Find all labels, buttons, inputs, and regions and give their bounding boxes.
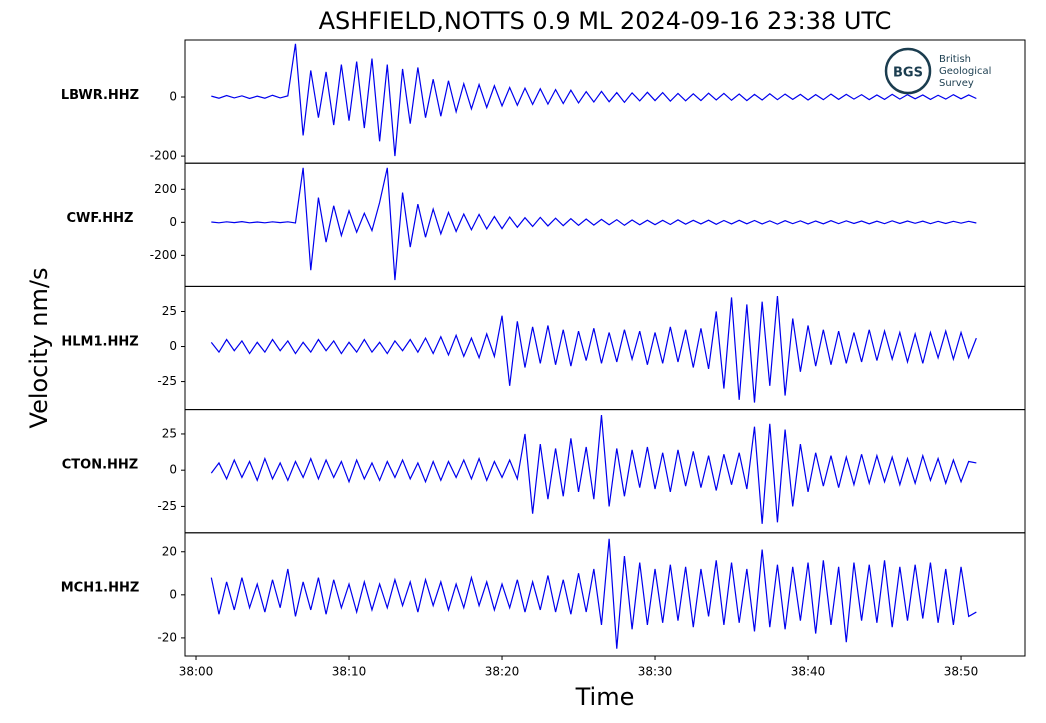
logo-text: Geological: [939, 66, 991, 77]
panel-frame: [184, 409, 1026, 534]
station-label: MCH1.HHZ: [61, 581, 140, 596]
x-tick-label: 38:20: [485, 665, 520, 679]
y-tick-label: 25: [162, 426, 177, 440]
y-tick-label: 20: [162, 544, 177, 558]
x-axis-label: Time: [575, 683, 635, 711]
x-tick-label: 38:00: [179, 665, 214, 679]
waveform: [211, 43, 977, 157]
y-tick-label: 25: [162, 304, 177, 318]
x-tick-label: 38:50: [944, 665, 979, 679]
panel-frame: [184, 532, 1026, 657]
chart-title: ASHFIELD,NOTTS 0.9 ML 2024-09-16 23:38 U…: [319, 7, 892, 35]
station-label: LBWR.HHZ: [61, 88, 139, 103]
y-tick-label: -20: [157, 630, 177, 644]
y-tick-label: -25: [157, 374, 177, 388]
logo-ring: [884, 47, 932, 95]
logo-abbr: BGS: [893, 66, 923, 81]
y-tick-label: 0: [169, 587, 177, 601]
y-tick-label: -200: [150, 248, 177, 262]
x-tick-label: 38:40: [791, 665, 826, 679]
waveform: [210, 415, 977, 524]
y-tick-label: -25: [157, 499, 177, 513]
y-tick-label: 200: [154, 182, 177, 196]
logo-text: Survey: [939, 78, 974, 89]
station-label: CWF.HHZ: [67, 211, 134, 226]
y-tick-label: 0: [169, 90, 177, 104]
waveform: [210, 296, 977, 403]
station-label: HLM1.HHZ: [61, 334, 138, 349]
waveform: [211, 167, 977, 281]
logo: BGS British Geological Survey: [884, 47, 991, 95]
station-label: CTON.HHZ: [62, 458, 138, 473]
y-tick-label: 0: [169, 215, 177, 229]
x-tick-label: 38:10: [332, 665, 367, 679]
y-tick-label: -200: [150, 149, 177, 163]
logo-text: British: [939, 54, 971, 65]
y-tick-label: 0: [169, 463, 177, 477]
y-axis-label: Velocity nm/s: [25, 268, 53, 429]
waveform: [210, 538, 977, 649]
y-tick-label: 0: [169, 339, 177, 353]
x-tick-label: 38:30: [638, 665, 673, 679]
